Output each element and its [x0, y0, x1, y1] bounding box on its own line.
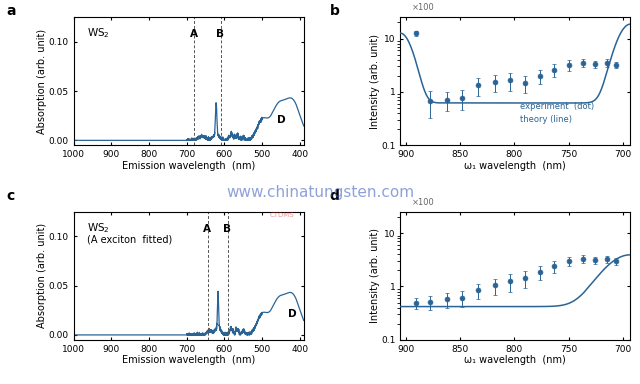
Text: experiment  (dot): experiment (dot) — [520, 103, 594, 111]
X-axis label: ω₁ wavelength  (nm): ω₁ wavelength (nm) — [465, 161, 566, 170]
Text: D: D — [276, 115, 285, 125]
Text: ×100: ×100 — [412, 198, 435, 207]
Text: B: B — [216, 29, 224, 39]
Y-axis label: Absorption (arb. unit): Absorption (arb. unit) — [37, 223, 47, 328]
X-axis label: Emission wavelength  (nm): Emission wavelength (nm) — [122, 161, 255, 170]
Y-axis label: Intensity (arb. unit): Intensity (arb. unit) — [370, 228, 380, 323]
X-axis label: Emission wavelength  (nm): Emission wavelength (nm) — [122, 355, 255, 365]
Text: c: c — [6, 189, 15, 203]
Text: CTDMS: CTDMS — [269, 212, 294, 218]
Y-axis label: Absorption (arb. unit): Absorption (arb. unit) — [37, 29, 47, 134]
X-axis label: ω₁ wavelength  (nm): ω₁ wavelength (nm) — [465, 355, 566, 365]
Text: b: b — [330, 4, 339, 18]
Text: ×100: ×100 — [412, 3, 435, 12]
Text: (A exciton  fitted): (A exciton fitted) — [88, 235, 173, 245]
Text: d: d — [330, 189, 339, 203]
Text: A: A — [203, 223, 211, 233]
Text: WS$_2$: WS$_2$ — [88, 221, 110, 235]
Text: D: D — [288, 309, 297, 319]
Text: theory (line): theory (line) — [520, 115, 572, 124]
Y-axis label: Intensity (arb. unit): Intensity (arb. unit) — [370, 34, 380, 129]
Text: WS$_2$: WS$_2$ — [88, 26, 110, 40]
Text: www.chinatungsten.com: www.chinatungsten.com — [226, 184, 414, 200]
Text: B: B — [223, 223, 232, 233]
Text: A: A — [189, 29, 198, 39]
Text: a: a — [6, 4, 16, 18]
